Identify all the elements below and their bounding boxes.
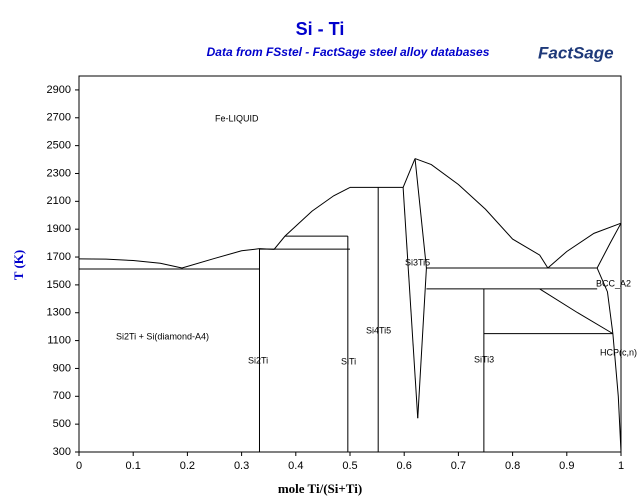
phase-boundary <box>402 158 416 188</box>
y-tick-label: 300 <box>53 446 71 458</box>
y-tick-label: 1700 <box>47 251 71 263</box>
x-tick-label: 0.3 <box>234 460 249 472</box>
y-tick-label: 2700 <box>47 112 71 124</box>
x-tick-label: 0.2 <box>180 460 195 472</box>
annotation: HCP(c,n) <box>600 347 637 357</box>
phase-boundary <box>612 333 622 453</box>
phase-boundary <box>414 158 427 419</box>
y-tick-label: 2900 <box>47 84 71 96</box>
chart-subtitle: Data from FSstel - FactSage steel alloy … <box>207 45 490 59</box>
y-tick-label: 2100 <box>47 195 71 207</box>
x-tick-label: 0.1 <box>126 460 141 472</box>
x-tick-label: 0.7 <box>451 460 466 472</box>
phase-boundary <box>539 288 614 335</box>
x-tick-label: 1 <box>618 460 624 472</box>
y-tick-label: 700 <box>53 390 71 402</box>
y-tick-label: 1900 <box>47 223 71 235</box>
y-tick-label: 2300 <box>47 167 71 179</box>
annotation: Si2Ti <box>248 355 268 365</box>
y-tick-label: 1100 <box>47 334 71 346</box>
plot-frame <box>78 75 622 453</box>
y-tick-label: 500 <box>53 418 71 430</box>
logo: FactSage <box>538 43 614 62</box>
phase-boundary <box>547 222 622 269</box>
y-tick-label: 2500 <box>47 140 71 152</box>
annotation: Fe-LIQUID <box>215 113 259 123</box>
x-axis-label: mole Ti/(Si+Ti) <box>278 481 362 496</box>
y-tick-label: 1500 <box>47 279 71 291</box>
annotation: BCC_A2 <box>596 278 631 288</box>
y-tick-label: 900 <box>53 362 71 374</box>
annotation: SiTi3 <box>474 354 494 364</box>
x-tick-label: 0.9 <box>559 460 574 472</box>
phase-boundary <box>402 187 419 419</box>
x-tick-label: 0 <box>76 460 82 472</box>
x-tick-label: 0.8 <box>505 460 520 472</box>
phase-boundary <box>181 248 260 269</box>
chart-title: Si - Ti <box>296 19 345 39</box>
phase-boundary <box>78 258 183 269</box>
phase-boundary <box>596 267 614 334</box>
x-tick-label: 0.5 <box>342 460 357 472</box>
phase-boundary <box>596 222 622 269</box>
y-axis-label: T (K) <box>11 250 26 280</box>
phase-boundary <box>259 186 351 250</box>
annotation: Si2Ti + Si(diamond-A4) <box>116 331 209 341</box>
y-tick-label: 1300 <box>47 307 71 319</box>
annotation: SiTi <box>341 356 356 366</box>
phase-boundary <box>414 158 549 269</box>
annotation: Si4Ti5 <box>366 325 391 335</box>
annotation: Si3Ti5 <box>405 257 430 267</box>
x-tick-label: 0.6 <box>397 460 412 472</box>
x-tick-label: 0.4 <box>288 460 303 472</box>
